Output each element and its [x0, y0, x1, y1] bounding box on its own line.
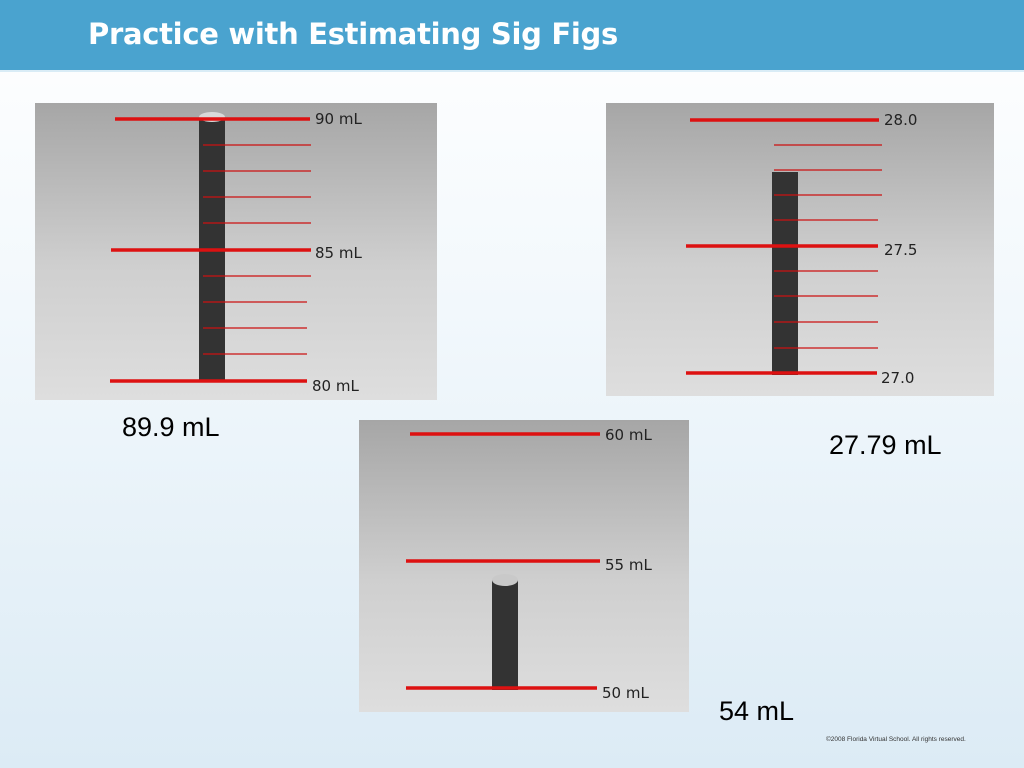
copyright-notice: ©2008 Florida Virtual School. All rights… — [826, 736, 966, 743]
reading-1: 89.9 mL — [122, 412, 220, 442]
label-28-0: 28.0 — [884, 111, 917, 129]
label-60: 60 mL — [605, 426, 652, 444]
graduated-cylinder-1: 90 mL 85 mL 80 mL — [35, 103, 437, 400]
cylinder-3-diagram: 60 mL 55 mL 50 mL — [406, 426, 652, 702]
cylinder-1-diagram: 90 mL 85 mL 80 mL — [110, 110, 362, 395]
major-tick-marks — [406, 432, 600, 690]
label-50: 50 mL — [602, 684, 649, 702]
label-85: 85 mL — [315, 244, 362, 262]
reading-3: 54 mL — [719, 696, 795, 726]
minor-tick-marks — [203, 144, 311, 355]
liquid-column — [772, 172, 798, 375]
major-tick-marks — [686, 118, 879, 375]
graduated-cylinder-2: 28.0 27.5 27.0 — [606, 103, 994, 396]
label-27-0: 27.0 — [881, 369, 914, 387]
label-27-5: 27.5 — [884, 241, 917, 259]
slide-title: Practice with Estimating Sig Figs — [88, 17, 618, 51]
minor-tick-marks — [774, 144, 882, 349]
graduated-cylinder-3: 60 mL 55 mL 50 mL — [359, 420, 689, 712]
reading-2: 27.79 mL — [829, 430, 942, 460]
major-tick-marks — [110, 117, 311, 383]
label-90: 90 mL — [315, 110, 362, 128]
title-bar: Practice with Estimating Sig Figs — [0, 0, 1024, 72]
label-55: 55 mL — [605, 556, 652, 574]
meniscus — [492, 574, 518, 586]
cylinder-2-diagram: 28.0 27.5 27.0 — [686, 111, 917, 387]
label-80: 80 mL — [312, 377, 359, 395]
liquid-column — [492, 580, 518, 690]
